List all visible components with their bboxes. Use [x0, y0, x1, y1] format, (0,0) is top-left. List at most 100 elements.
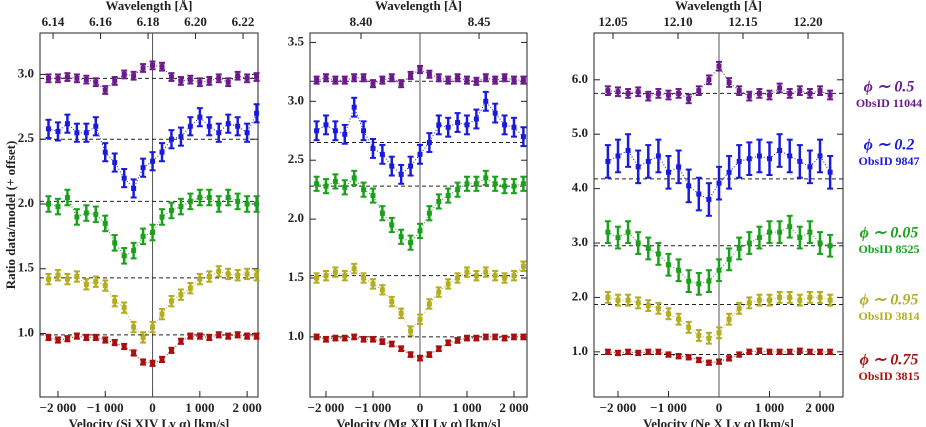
legend-obsid: ObsID 9847: [858, 154, 919, 168]
data-point: [817, 153, 823, 159]
data-point: [64, 74, 70, 80]
data-point: [502, 75, 508, 81]
data-point: [655, 349, 661, 355]
data-point: [197, 114, 203, 120]
data-point: [767, 92, 773, 98]
data-point: [244, 75, 250, 81]
data-point: [767, 349, 773, 355]
data-point: [746, 349, 752, 355]
data-point: [408, 328, 414, 334]
data-point: [112, 340, 118, 346]
legend-phase: ϕ ∼ 0.75: [860, 352, 919, 369]
data-point: [655, 305, 661, 311]
data-point: [131, 248, 137, 254]
data-point: [473, 181, 479, 187]
data-point: [455, 187, 461, 193]
data-point: [807, 294, 813, 300]
data-point: [520, 334, 526, 340]
data-point: [93, 211, 99, 217]
data-point: [817, 240, 823, 246]
data-point: [225, 271, 231, 277]
data-point: [93, 279, 99, 285]
data-point: [736, 305, 742, 311]
data-point: [112, 298, 118, 304]
data-point: [197, 79, 203, 85]
data-point: [370, 193, 376, 199]
legend-phase: ϕ ∼ 0.95: [860, 292, 919, 309]
data-point: [361, 75, 367, 81]
data-point: [777, 229, 783, 235]
data-point: [676, 316, 682, 322]
data-point: [64, 336, 70, 342]
data-point: [827, 243, 833, 249]
data-point: [625, 148, 631, 154]
data-point: [112, 240, 118, 246]
data-point: [787, 224, 793, 230]
data-point: [150, 158, 156, 164]
data-point: [655, 153, 661, 159]
data-point: [520, 134, 526, 140]
data-point: [83, 130, 89, 136]
data-point: [417, 151, 423, 157]
data-point: [455, 75, 461, 81]
x-axis-label: Velocity (Mg XII Ly α) [km/s]: [336, 416, 501, 427]
data-point: [436, 122, 442, 128]
data-point: [696, 281, 702, 287]
data-point: [408, 163, 414, 169]
data-point: [55, 128, 61, 134]
data-point: [102, 283, 108, 289]
data-point: [187, 123, 193, 129]
data-point: [696, 357, 702, 363]
data-point: [445, 77, 451, 83]
data-point: [436, 289, 442, 295]
data-point: [64, 195, 70, 201]
data-point: [502, 183, 508, 189]
x-tick-label: 1 000: [755, 400, 784, 415]
data-point: [389, 299, 395, 305]
y-tick-label: 2.0: [288, 210, 304, 225]
data-point: [756, 153, 762, 159]
data-point: [665, 311, 671, 317]
data-point: [625, 349, 631, 355]
y-tick-label: 3.0: [572, 234, 588, 249]
data-point: [159, 356, 165, 362]
data-point: [483, 75, 489, 81]
data-point: [197, 195, 203, 201]
y-tick-label: 2.5: [288, 151, 305, 166]
data-point: [74, 130, 80, 136]
data-point: [168, 207, 174, 213]
data-point: [112, 160, 118, 166]
y-tick-label: 5.0: [572, 125, 588, 140]
data-point: [398, 310, 404, 316]
data-point: [64, 121, 70, 127]
data-point: [351, 334, 357, 340]
x-tick-label: −1 000: [87, 400, 124, 415]
data-point: [473, 78, 479, 84]
data-point: [827, 92, 833, 98]
data-point: [93, 334, 99, 340]
data-point: [787, 90, 793, 96]
data-point: [756, 235, 762, 241]
data-point: [686, 354, 692, 360]
x-tick-label: 2 000: [499, 400, 528, 415]
x-tick-label: 0: [417, 400, 424, 415]
data-point: [140, 334, 146, 340]
data-point: [436, 346, 442, 352]
data-point: [736, 352, 742, 358]
data-point: [645, 349, 651, 355]
data-point: [244, 271, 250, 277]
y-tick-label: 3.5: [288, 33, 305, 48]
data-point: [254, 201, 260, 207]
data-point: [332, 269, 338, 275]
data-point: [455, 120, 461, 126]
x2-tick-label: 12.10: [663, 14, 692, 29]
data-point: [605, 229, 611, 235]
data-point: [417, 316, 423, 322]
data-point: [178, 78, 184, 84]
data-point: [492, 273, 498, 279]
x2-tick-label: 8.40: [350, 14, 373, 29]
data-point: [370, 281, 376, 287]
data-point: [379, 151, 385, 157]
x-tick-label: −2 000: [308, 400, 345, 415]
data-point: [206, 274, 212, 280]
